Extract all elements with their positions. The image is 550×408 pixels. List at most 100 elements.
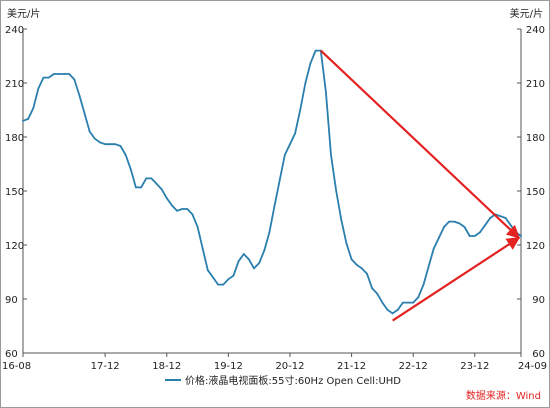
data-point xyxy=(520,235,522,237)
data-point xyxy=(473,235,476,237)
data-point xyxy=(201,247,204,250)
data-point xyxy=(273,204,276,207)
data-point xyxy=(63,73,65,75)
data-point xyxy=(37,87,40,90)
data-point xyxy=(93,137,96,140)
data-point xyxy=(268,231,271,234)
data-point xyxy=(453,220,456,223)
x-tick-label: 21-12 xyxy=(337,361,366,372)
y-tick-label-right: 60 xyxy=(532,349,545,360)
y-tick-label-right: 210 xyxy=(526,79,545,90)
data-point xyxy=(217,283,219,286)
data-point xyxy=(432,247,435,250)
data-point xyxy=(237,260,240,263)
data-point xyxy=(299,109,302,111)
left-y-ticks: 60 90 120 150 180 210 240 xyxy=(5,25,27,360)
data-point xyxy=(504,217,507,219)
data-point xyxy=(402,301,404,304)
data-point xyxy=(160,188,163,191)
y-tick-label-left: 240 xyxy=(5,25,24,36)
annotation-arrows xyxy=(320,49,521,322)
data-point xyxy=(73,78,76,81)
data-point xyxy=(58,73,60,75)
x-tick-label: 20-12 xyxy=(275,361,304,372)
data-point xyxy=(360,267,363,270)
series-line xyxy=(22,49,522,315)
data-point xyxy=(32,107,35,110)
data-point xyxy=(124,154,127,156)
data-point xyxy=(283,154,286,156)
data-point xyxy=(114,143,117,146)
data-point xyxy=(448,220,451,223)
series-layer xyxy=(22,49,522,315)
x-tick-label: 19-12 xyxy=(214,361,243,372)
y-tick-label-right: 240 xyxy=(526,25,545,36)
data-point xyxy=(222,283,225,286)
data-point xyxy=(68,73,71,75)
data-point xyxy=(165,197,168,200)
legend: 价格:液晶电视面板:55寸:60Hz Open Cell:UHD xyxy=(165,374,401,387)
x-ticks: 16-08 17-12 18-12 19-12 20-12 21-12 22-12 23-12… xyxy=(2,353,547,372)
data-point xyxy=(509,224,512,227)
legend-label: 价格:液晶电视面板:55寸:60Hz Open Cell:UHD xyxy=(185,374,401,387)
data-point xyxy=(52,73,55,75)
data-point xyxy=(366,272,368,275)
y-tick-label-right: 120 xyxy=(526,241,545,252)
data-point xyxy=(463,226,466,228)
x-tick-label: 17-12 xyxy=(91,361,120,372)
y-tick-label-left: 90 xyxy=(5,295,18,306)
data-point xyxy=(391,312,394,315)
data-point xyxy=(42,76,45,79)
data-point xyxy=(145,177,148,180)
data-point xyxy=(135,186,137,189)
data-point xyxy=(104,143,107,146)
data-point xyxy=(381,301,384,304)
data-point xyxy=(489,217,492,219)
data-point xyxy=(83,112,86,115)
y-tick-label-right: 90 xyxy=(532,295,545,306)
data-point xyxy=(340,218,343,221)
data-point xyxy=(99,141,101,144)
x-tick-label: 18-12 xyxy=(152,361,181,372)
data-point xyxy=(289,143,291,146)
data-point xyxy=(88,130,91,133)
y-tick-label-right: 150 xyxy=(526,187,545,198)
y-tick-label-left: 60 xyxy=(5,349,18,360)
data-point xyxy=(417,296,420,299)
data-point xyxy=(186,208,189,210)
data-point xyxy=(309,62,312,65)
right-axis-unit: 美元/片 xyxy=(510,7,543,20)
y-tick-label-left: 150 xyxy=(5,187,24,198)
data-point xyxy=(196,226,199,228)
data-point xyxy=(27,118,30,120)
annotation-arrow xyxy=(320,49,520,239)
data-point xyxy=(263,249,266,252)
x-tick-label: 24-09 xyxy=(518,361,547,372)
data-point xyxy=(278,179,281,182)
data-point xyxy=(253,267,255,270)
data-point xyxy=(258,262,261,264)
x-tick-label: 22-12 xyxy=(399,361,428,372)
data-point xyxy=(335,190,338,192)
data-point xyxy=(227,278,230,281)
data-point xyxy=(242,253,245,255)
data-point xyxy=(170,204,173,207)
data-point xyxy=(129,168,132,171)
data-point xyxy=(468,235,471,237)
data-point xyxy=(479,231,481,234)
data-point xyxy=(181,208,184,210)
data-point xyxy=(443,226,445,228)
data-point xyxy=(355,263,358,266)
x-tick-label: 23-12 xyxy=(460,361,489,372)
data-point xyxy=(22,119,24,122)
data-point xyxy=(304,82,307,84)
y-tick-label-left: 180 xyxy=(5,133,24,144)
data-point xyxy=(176,209,178,212)
data-point xyxy=(325,91,327,93)
data-point xyxy=(140,186,142,189)
data-point xyxy=(437,236,440,239)
x-tick-label: 16-08 xyxy=(2,361,31,372)
data-point xyxy=(206,269,209,272)
data-point xyxy=(47,76,50,79)
